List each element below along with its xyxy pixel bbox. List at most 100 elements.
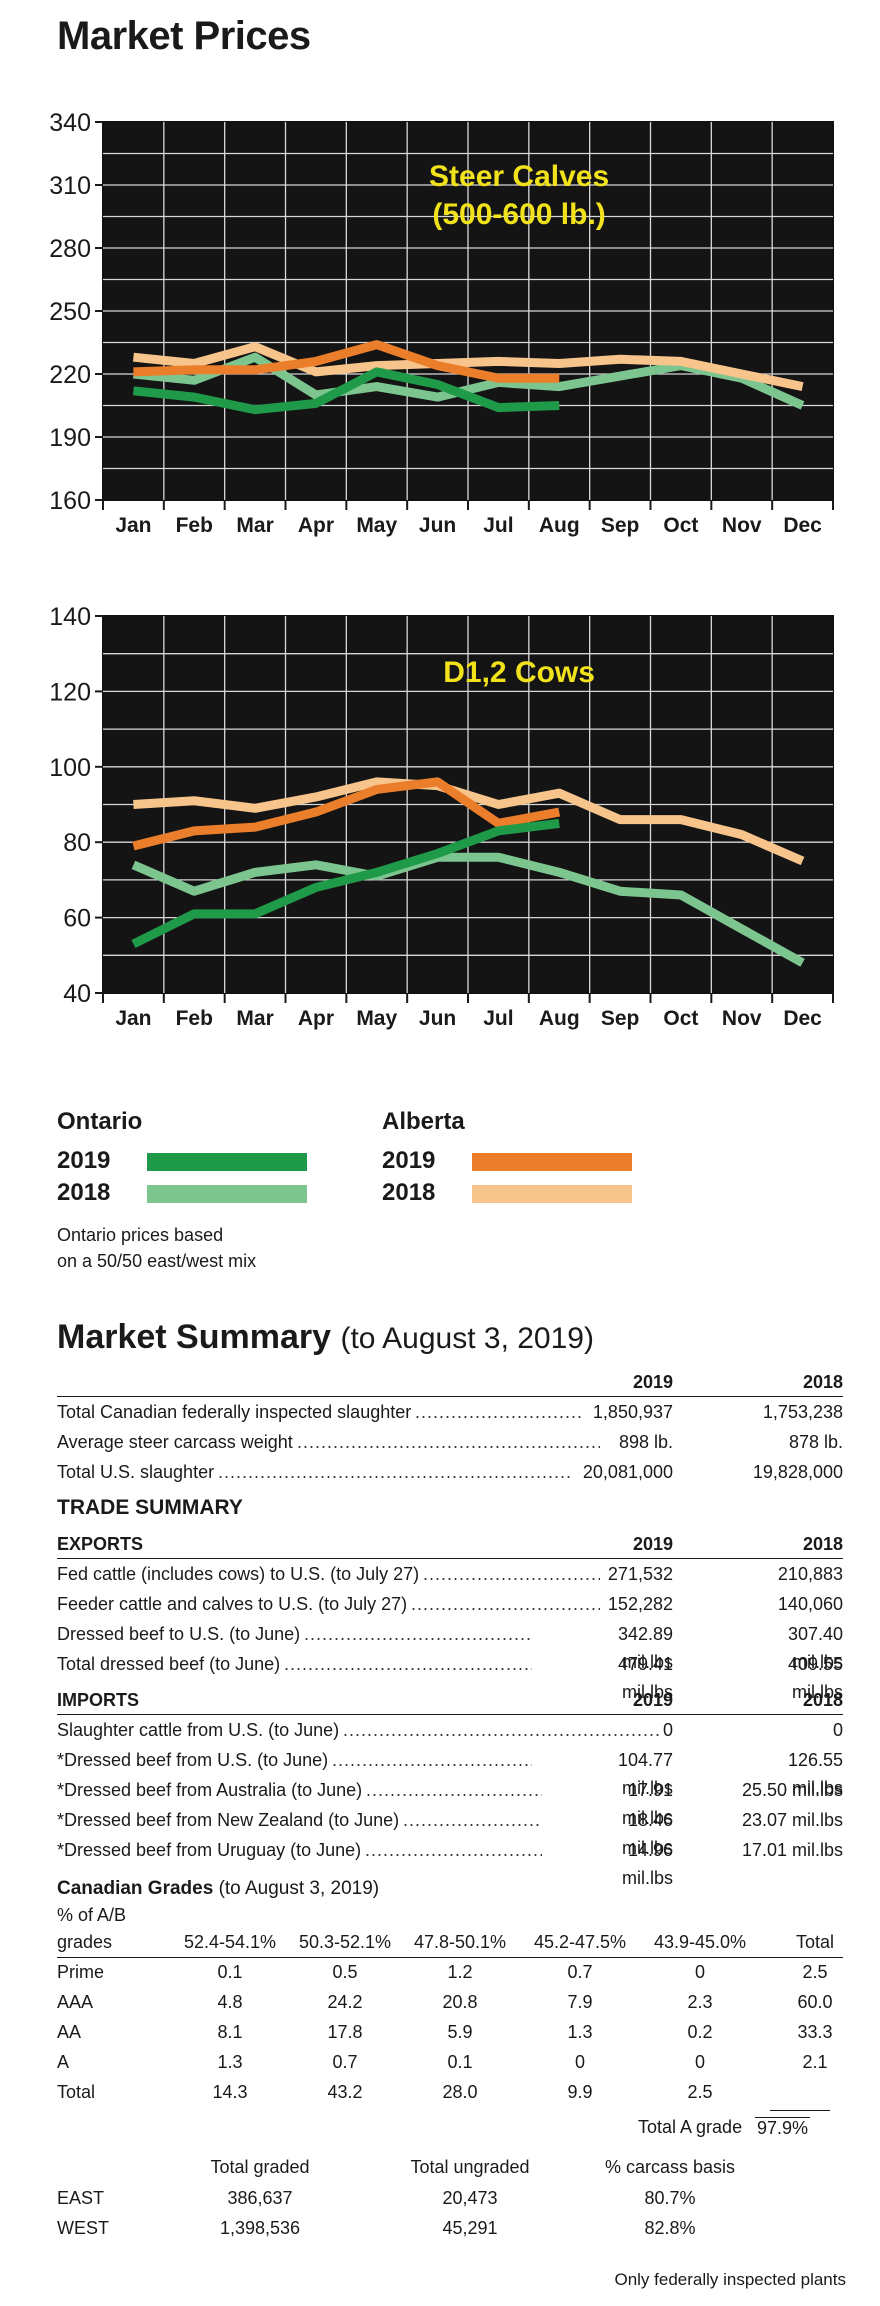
grades-cell: 2.5 bbox=[687, 2082, 713, 2102]
x-tick-label: Oct bbox=[663, 514, 698, 537]
import-row: Slaughter cattle from U.S. (to June) 0 0..… bbox=[57, 1716, 843, 1744]
steer-calves-chart: 160 190 220 250 280 310 340 Jan Feb Mar Apr May Jun J… bbox=[49, 109, 834, 537]
import-row-2018: 0 bbox=[832, 1720, 843, 1740]
y-tick-label: 160 bbox=[49, 487, 91, 515]
import-row-label: *Dressed beef from Australia (to June) bbox=[57, 1780, 363, 1800]
x-tick-label: Jul bbox=[483, 1007, 513, 1030]
dot-leader: ........................................… bbox=[343, 1720, 659, 1740]
grades-cell: 2.5 bbox=[802, 1962, 828, 1982]
summary-row: Total U.S. slaughter 20,081,000 19,828,000… bbox=[57, 1458, 843, 1486]
summary-col-2018: 2018 bbox=[802, 1372, 843, 1392]
grades-cell: 9.9 bbox=[567, 2082, 593, 2102]
summary-col-2019: 2019 bbox=[632, 1372, 673, 1392]
graded-cell: 20,473 bbox=[442, 2188, 498, 2208]
series-line-alberta-2019 bbox=[133, 340, 560, 383]
x-tick-label: Aug bbox=[539, 514, 580, 537]
grades-cell: 0.1 bbox=[217, 1962, 243, 1982]
x-tick-label: Jun bbox=[419, 1007, 456, 1030]
graded-cell: 1,398,536 bbox=[219, 2218, 301, 2238]
x-tick-label: Jun bbox=[419, 514, 456, 537]
grades-header-cell: 45.2-47.5% bbox=[533, 1932, 627, 1952]
x-tick-label: Oct bbox=[663, 1007, 698, 1030]
grades-total-rule bbox=[770, 2110, 830, 2111]
legend-ontario-title: Ontario bbox=[57, 1108, 143, 1135]
d12-cows-chart: 40 60 80 100 120 140 Jan Feb Mar Apr May Jun Jul Aug S… bbox=[49, 603, 834, 1030]
grades-title: Canadian Grades (to August 3, 2019) bbox=[57, 1878, 379, 1900]
total-a-grade-value: 97.9% bbox=[755, 2117, 811, 2138]
grades-footnote: Only federally inspected plants bbox=[614, 2270, 846, 2289]
grades-cell: 1.2 bbox=[447, 1962, 473, 1982]
series-line-alberta-2019 bbox=[132, 777, 561, 851]
export-row-label: Total dressed beef (to June) bbox=[57, 1654, 281, 1674]
grades-cell: 20.8 bbox=[442, 1992, 478, 2012]
import-row-2019: 18.46 mil.lbs bbox=[621, 1810, 673, 1858]
import-row-2018: 25.50 mil.lbs bbox=[741, 1780, 843, 1800]
page-title: Market Prices bbox=[57, 14, 311, 58]
y-tick-label: 80 bbox=[63, 829, 91, 857]
grades-header-cell: Total bbox=[795, 1932, 835, 1952]
summary-header-rule bbox=[57, 1396, 843, 1397]
legend-alberta-2019-label: 2019 bbox=[382, 1147, 436, 1174]
graded-cell: 386,637 bbox=[227, 2188, 293, 2208]
legend-ontario-2018-label: 2018 bbox=[57, 1179, 111, 1206]
legend-ontario-2018-swatch bbox=[147, 1185, 307, 1203]
x-tick-label: Nov bbox=[722, 1007, 762, 1030]
legend-note-line1: Ontario prices based bbox=[57, 1225, 224, 1245]
summary-row-2018: 1,753,238 bbox=[762, 1402, 843, 1422]
grades-cell: 0.7 bbox=[332, 2052, 358, 2072]
summary-header-row: 2019 2018 bbox=[57, 1368, 843, 1396]
grades-cell: 0.2 bbox=[687, 2022, 713, 2042]
grades-cell: 0 bbox=[694, 1962, 705, 1982]
import-row-2019: 104.77 mil.lbs bbox=[617, 1750, 673, 1798]
export-row-label: Fed cattle (includes cows) to U.S. (to J… bbox=[57, 1564, 420, 1584]
import-row: *Dressed beef from U.S. (to June) 104.77 … bbox=[57, 1746, 843, 1798]
export-row: Fed cattle (includes cows) to U.S. (to J… bbox=[57, 1560, 843, 1588]
import-row-2018: 23.07 mil.lbs bbox=[741, 1810, 843, 1830]
legend-ontario-2019-swatch bbox=[147, 1153, 307, 1171]
graded-header-cell: Total ungraded bbox=[410, 2157, 530, 2177]
grades-cell: 7.9 bbox=[567, 1992, 593, 2012]
import-row-label: *Dressed beef from New Zealand (to June) bbox=[57, 1810, 400, 1830]
x-tick-label: Dec bbox=[783, 1007, 822, 1030]
x-tick-label: Dec bbox=[783, 514, 822, 537]
grades-cell: 28.0 bbox=[442, 2082, 478, 2102]
x-tick-label: Jan bbox=[115, 1007, 151, 1030]
import-row-2019: 0 bbox=[662, 1720, 673, 1740]
grades-cell: 33.3 bbox=[797, 2022, 833, 2042]
legend-ontario-2019-label: 2019 bbox=[57, 1147, 111, 1174]
grades-cell: 1.3 bbox=[217, 2052, 243, 2072]
exports-header-rule bbox=[57, 1558, 843, 1559]
y-tick-label: 220 bbox=[49, 361, 91, 389]
grades-cell: 14.3 bbox=[212, 2082, 248, 2102]
grades-cell: A bbox=[57, 2052, 70, 2072]
grades-cell: Prime bbox=[57, 1962, 105, 1982]
y-tick-label: 140 bbox=[49, 603, 91, 631]
import-row-label: *Dressed beef from Uruguay (to June) bbox=[57, 1840, 362, 1860]
export-row: Feeder cattle and calves to U.S. (to Jul… bbox=[57, 1590, 843, 1618]
grades-cell: 43.2 bbox=[327, 2082, 363, 2102]
dot-leader: ........................................… bbox=[284, 1654, 532, 1674]
summary-row-2018: 878 lb. bbox=[788, 1432, 843, 1452]
grades-header-cell: grades bbox=[57, 1932, 113, 1952]
imports-label: IMPORTS bbox=[57, 1690, 140, 1710]
exports-label: EXPORTS bbox=[57, 1534, 144, 1554]
dot-leader: ........................................… bbox=[366, 1780, 542, 1800]
y-tick-label: 190 bbox=[49, 424, 91, 452]
series-line-ontario-2019 bbox=[132, 367, 560, 415]
legend-alberta-2018-label: 2018 bbox=[382, 1179, 436, 1206]
exports-col-2019: 2019 bbox=[632, 1534, 673, 1554]
import-row: *Dressed beef from New Zealand (to June)… bbox=[57, 1806, 843, 1858]
dot-leader: ........................................… bbox=[403, 1810, 542, 1830]
grades-cell: AA bbox=[57, 2022, 82, 2042]
legend-alberta-2019-swatch bbox=[472, 1153, 632, 1171]
grades-header-cell: 52.4-54.1% bbox=[183, 1932, 277, 1952]
graded-cell: 82.8% bbox=[644, 2218, 696, 2238]
export-row-2019: 479.41 mil.lbs bbox=[617, 1654, 673, 1702]
export-row: Total dressed beef (to June) 479.41 mil.l… bbox=[57, 1650, 843, 1702]
export-row: Dressed beef to U.S. (to June) 342.89 mil… bbox=[57, 1620, 843, 1672]
graded-header-cell: % carcass basis bbox=[604, 2157, 736, 2177]
chart-title: D1,2 Cows bbox=[443, 656, 595, 689]
grades-cell: 1.3 bbox=[567, 2022, 593, 2042]
grades-pct-label: % of A/B bbox=[57, 1905, 127, 1925]
grades-header-cell: 50.3-52.1% bbox=[298, 1932, 392, 1952]
